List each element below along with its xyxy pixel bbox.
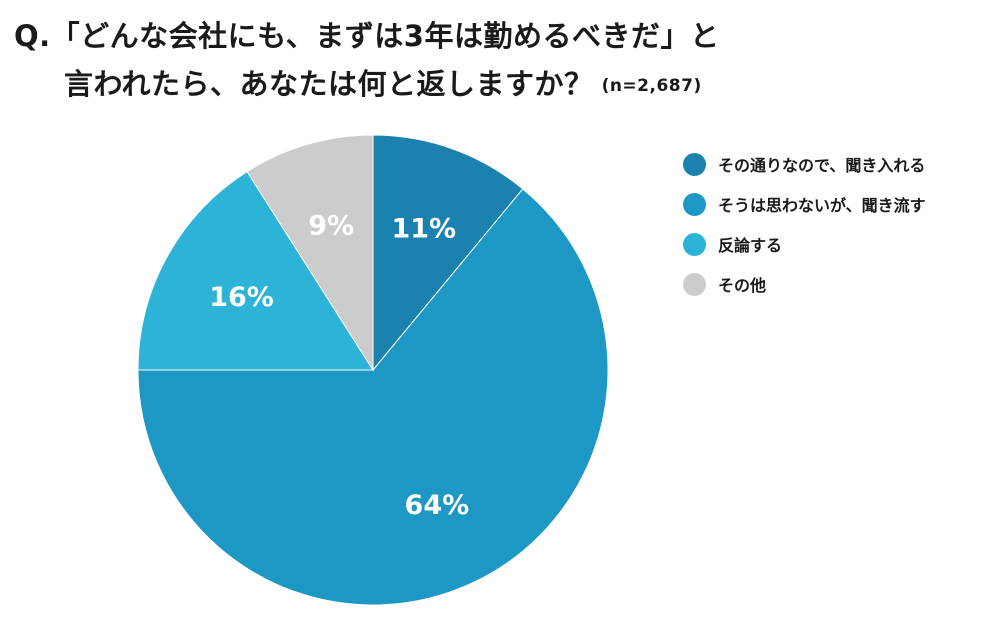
legend-swatch-3 (683, 232, 706, 256)
pie-slice-4 (246, 134, 374, 372)
slice-label-4: 9% (308, 210, 354, 241)
pie-slice-labels: 11% 64% 16% 9% (209, 210, 469, 521)
slice-label-2: 64% (405, 490, 470, 521)
legend-item-1: その通りなので、聞き入れる (683, 144, 993, 184)
pie-slices (137, 134, 609, 606)
title-line-2: 言われたら、あなたは何と返しますか？ (n=2,687) (14, 60, 834, 110)
title-line-1: Q.「どんな会社にも、まずは3年は勤めるべきだ」と (14, 19, 720, 53)
legend-swatch-4 (683, 272, 706, 296)
sample-size: (n=2,687) (601, 76, 702, 96)
legend-label-1: その通りなので、聞き入れる (718, 156, 926, 175)
chart-title: Q.「どんな会社にも、まずは3年は勤めるべきだ」と 言われたら、あなたは何と返し… (14, 12, 834, 110)
legend-label-4: その他 (718, 276, 767, 295)
legend-item-4: その他 (683, 264, 993, 304)
pie-slice-1 (372, 134, 524, 372)
slice-label-1: 11% (391, 213, 456, 244)
slice-label-3: 16% (209, 282, 274, 313)
pie-slice-2 (137, 188, 609, 606)
title-line-2-text: 言われたら、あなたは何と返しますか？ (64, 67, 594, 101)
legend-label-3: 反論する (718, 236, 783, 255)
pie-slice-3 (137, 170, 374, 371)
legend-item-2: そうは思わないが、聞き流す (683, 184, 993, 224)
legend-label-2: そうは思わないが、聞き流す (718, 196, 926, 215)
legend-swatch-1 (683, 152, 706, 176)
chart-legend: その通りなので、聞き入れる そうは思わないが、聞き流す 反論するその他 (683, 144, 993, 304)
legend-item-3: 反論する (683, 224, 993, 264)
legend-swatch-2 (683, 192, 706, 216)
